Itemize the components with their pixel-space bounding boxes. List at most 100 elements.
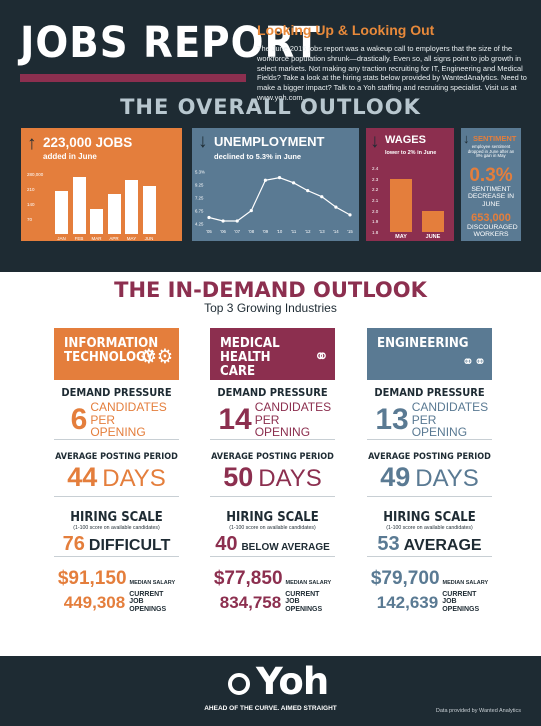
salary-section: $91,150 MEDIAN SALARY 449,308 CURRENT JOB O… [54, 569, 179, 613]
arrow-down-icon: ↓ [370, 131, 380, 152]
median-salary-label: MEDIAN SALARY [129, 580, 176, 586]
jobs-bar [55, 190, 68, 234]
current-openings-label: CURRENT JOB OPENINGS [129, 591, 167, 613]
demand-pressure-value: 13 [375, 402, 409, 436]
x-tick-label: '08 [248, 229, 254, 234]
openings-row: 142,639 CURRENT JOB OPENINGS [367, 591, 492, 613]
unemployment-sub: declined to 5.3% in June [214, 152, 302, 161]
unemployment-series-line [208, 177, 351, 222]
indemand-subtitle: Top 3 Growing Industries [204, 301, 337, 315]
wages-headline: WAGES [385, 134, 426, 146]
hiring-scale-row: 40 BELOW AVERAGE [210, 534, 335, 554]
posting-period-value: 50 [223, 462, 254, 492]
jobs-panel: ↑ 223,000 JOBS added in June 280,000 210 1… [21, 128, 182, 241]
discouraged-workers-label: DISCOURAGED WORKERS [467, 224, 518, 239]
posting-period-label: AVERAGE POSTING PERIOD [55, 452, 178, 462]
hiring-scale-rating: BELOW AVERAGE [241, 542, 330, 553]
section-divider [54, 496, 179, 497]
demand-pressure-label: DEMAND PRESSURE [374, 386, 485, 399]
yoh-logo: Yoh [256, 660, 329, 703]
unemployment-point [306, 189, 310, 193]
jobs-bar [142, 186, 156, 234]
unemployment-point [348, 213, 352, 217]
x-tick-label: JUNE [425, 234, 441, 240]
salary-row: $79,700 MEDIAN SALARY [367, 569, 492, 588]
y-tick-label: 1.9 [372, 219, 379, 225]
wages-panel: ↓ WAGES lower to 2% in June 2.4 2.3 2.2 2.1… [366, 128, 454, 241]
unemployment-point [221, 219, 225, 223]
discouraged-workers-value: 653,000 [471, 212, 511, 224]
demand-pressure-value: 14 [218, 402, 252, 436]
posting-period-label: AVERAGE POSTING PERIOD [211, 452, 334, 462]
x-tick-label: '09 [263, 229, 269, 234]
wages-bar [422, 210, 444, 232]
median-salary-label: MEDIAN SALARY [442, 580, 489, 586]
wages-sub: lower to 2% in June [385, 150, 437, 156]
posting-period-section: AVERAGE POSTING PERIOD 44 DAYS [54, 452, 179, 493]
x-tick-label: '07 [234, 229, 240, 234]
y-tick-label: 70 [27, 217, 33, 222]
candidates-label: CANDIDATES PER OPENING [254, 400, 332, 440]
median-salary-value: $91,150 [57, 568, 127, 589]
overall-outlook-heading: THE OVERALL OUTLOOK [120, 95, 421, 119]
y-tick-label: 140 [27, 202, 35, 207]
posting-period-value: 44 [67, 462, 98, 492]
title-underline [20, 74, 246, 82]
section-divider [367, 556, 492, 557]
unemployment-point [320, 195, 324, 199]
candidates-label: CANDIDATES PER OPENING [90, 400, 167, 440]
chain-icon: ⚭⚭ [461, 352, 486, 371]
industry-name: ENGINEERING [377, 336, 469, 351]
posting-period-section: AVERAGE POSTING PERIOD 50 DAYS [210, 452, 335, 493]
hiring-scale-note: (1-100 score on available candidates) [229, 525, 316, 531]
unemployment-point [292, 181, 296, 185]
unemployment-line-chart: 5.3% 9.25 7.25 6.75 4.25'05 '06 '07 '08 '09 '10 '1… [195, 170, 353, 235]
hiring-scale-section: HIRING SCALE (1-100 score on available ca… [367, 510, 492, 555]
salary-row: $91,150 MEDIAN SALARY [54, 569, 179, 588]
current-openings-label: CURRENT JOB OPENINGS [442, 591, 480, 613]
candidates-label: CANDIDATES PER OPENING [411, 400, 489, 440]
hiring-scale-value: 40 [215, 533, 238, 555]
section-divider [367, 439, 492, 440]
unemployment-headline: UNEMPLOYMENT [214, 134, 325, 149]
x-tick-label: '06 [220, 229, 226, 234]
page-title: JOBS REPORT [20, 18, 321, 68]
y-tick-label: 2.1 [372, 198, 379, 203]
hiring-scale-value: 53 [377, 533, 400, 555]
y-tick-label: 2.0 [372, 208, 379, 214]
posting-period-label: AVERAGE POSTING PERIOD [368, 452, 491, 462]
posting-period-row: 49 DAYS [367, 464, 492, 493]
x-tick-label: MAY [126, 236, 137, 241]
x-tick-label: '12 [305, 229, 311, 234]
x-tick-label: FEB [74, 236, 84, 241]
y-tick-label: 5.3% [195, 170, 205, 175]
x-tick-label: MAR [91, 236, 102, 241]
y-tick-label: 280,000 [27, 172, 44, 177]
y-tick-label: 9.25 [195, 183, 204, 188]
gears-icon: ⚙⚙ [140, 344, 173, 368]
y-tick-label: 1.8 [372, 230, 379, 235]
industry-header: INFORMATION TECHNOLOGY ⚙⚙ [54, 328, 179, 380]
unemployment-point [249, 208, 253, 213]
salary-row: $77,850 MEDIAN SALARY [210, 569, 335, 588]
hiring-scale-section: HIRING SCALE (1-100 score on available ca… [54, 510, 179, 555]
posting-period-row: 44 DAYS [54, 464, 179, 493]
x-tick-label: '15 [347, 229, 353, 234]
posting-period-value: 49 [380, 462, 411, 492]
hiring-scale-note: (1-100 score on available candidates) [386, 525, 473, 531]
intro-paragraph: The June 2015 jobs report was a wakeup c… [257, 44, 527, 102]
industry-column-medical: MEDICAL HEALTH CARE ⚭ DEMAND PRESSURE 14 C… [210, 328, 335, 613]
salary-section: $79,700 MEDIAN SALARY 142,639 CURRENT JOB O… [367, 569, 492, 613]
data-credit: Data provided by Wanted Analytics [435, 708, 521, 714]
hiring-scale-label: HIRING SCALE [226, 510, 319, 525]
demand-pressure-section: DEMAND PRESSURE 6 CANDIDATES PER OPENING [54, 386, 179, 439]
jobs-headline: 223,000 JOBS [43, 135, 133, 150]
median-salary-label: MEDIAN SALARY [285, 580, 332, 586]
section-divider [54, 556, 179, 557]
days-label: DAYS [258, 465, 322, 492]
posting-period-row: 50 DAYS [210, 464, 335, 493]
jobs-bar [107, 193, 121, 234]
hiring-scale-value: 76 [62, 533, 85, 555]
sentiment-big: 0.3% [469, 165, 513, 186]
